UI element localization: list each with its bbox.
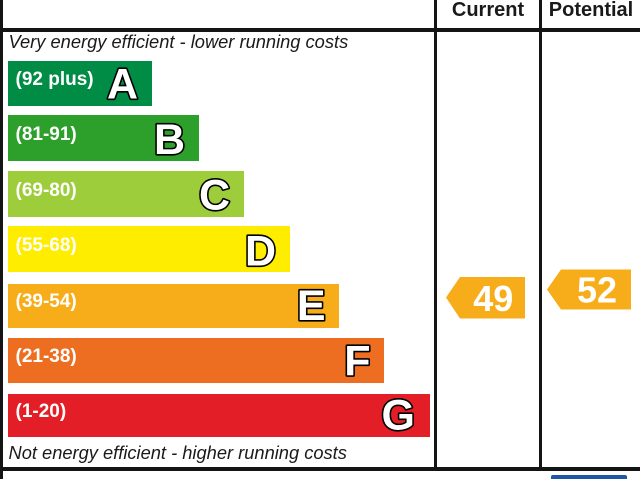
svg-text:E: E xyxy=(297,282,326,330)
svg-text:D: D xyxy=(245,228,276,276)
svg-text:G: G xyxy=(382,391,415,439)
svg-text:52: 52 xyxy=(577,269,617,310)
svg-text:A: A xyxy=(107,61,138,109)
svg-text:C: C xyxy=(199,172,230,220)
svg-text:B: B xyxy=(154,116,185,164)
svg-text:F: F xyxy=(344,338,370,386)
svg-text:49: 49 xyxy=(473,278,513,319)
